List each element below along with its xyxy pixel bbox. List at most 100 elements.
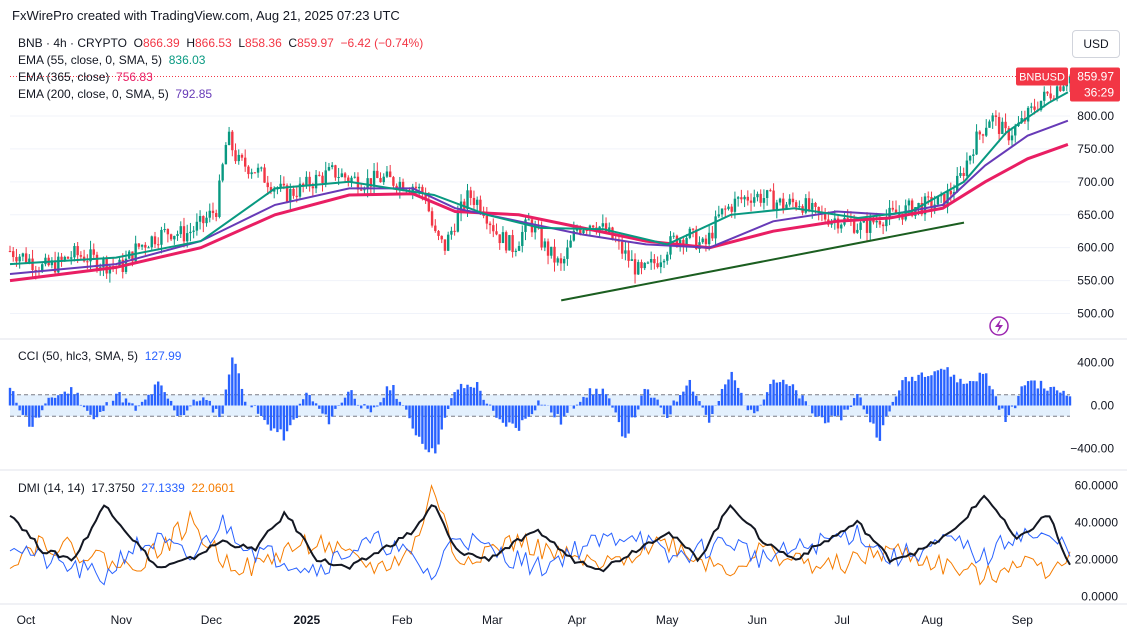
candle-body bbox=[285, 185, 289, 203]
change-value: −6.42 (−0.74%) bbox=[340, 36, 424, 50]
candle-body bbox=[559, 258, 563, 264]
price-tick-label: 800.00 bbox=[1077, 109, 1114, 123]
ema55-line bbox=[9, 91, 1069, 266]
candle-body bbox=[1004, 121, 1007, 129]
candle-body bbox=[678, 239, 682, 247]
candle-body bbox=[975, 131, 978, 155]
candle-body bbox=[962, 172, 965, 176]
candle-body bbox=[704, 238, 708, 245]
candle-body bbox=[282, 183, 286, 186]
cci-tick-label: −400.00 bbox=[1070, 442, 1114, 456]
candle-body bbox=[856, 229, 859, 233]
candle-body bbox=[717, 214, 721, 217]
candle-body bbox=[1039, 100, 1043, 111]
candle-body bbox=[1026, 107, 1030, 122]
candle-body bbox=[102, 258, 105, 268]
candle-body bbox=[862, 220, 865, 223]
minus-di-value: 22.0601 bbox=[191, 481, 235, 495]
candle-body bbox=[759, 193, 762, 203]
candle-body bbox=[923, 196, 927, 215]
candle-body bbox=[910, 200, 914, 216]
candle-body bbox=[643, 262, 646, 269]
candle-body bbox=[343, 173, 347, 178]
candle-body bbox=[488, 223, 492, 226]
candle-body bbox=[769, 190, 772, 192]
dmi-legend: DMI (14, 14) 17.3750 27.1339 22.0601 bbox=[18, 481, 235, 495]
candle-body bbox=[836, 218, 840, 229]
candle-body bbox=[95, 254, 99, 270]
candle-body bbox=[182, 226, 186, 242]
candle-body bbox=[550, 246, 553, 256]
candle-body bbox=[907, 200, 911, 206]
ema200-line bbox=[9, 119, 1069, 275]
candle-body bbox=[740, 197, 743, 200]
candle-body bbox=[340, 173, 344, 177]
candle-body bbox=[105, 258, 108, 274]
ema365-legend: EMA (365, close) 756.83 bbox=[18, 70, 153, 84]
candle-body bbox=[57, 256, 60, 273]
symbol-legend: BNB · 4h · CRYPTO O866.39 H866.53 L858.3… bbox=[18, 36, 424, 50]
candle-body bbox=[601, 223, 605, 227]
candle-body bbox=[859, 222, 862, 230]
candle-body bbox=[720, 208, 724, 215]
candle-body bbox=[134, 243, 137, 262]
candle-body bbox=[936, 196, 940, 205]
candle-body bbox=[76, 246, 79, 256]
price-badge bbox=[1070, 67, 1120, 102]
candle-body bbox=[685, 237, 688, 246]
candle-body bbox=[691, 228, 695, 230]
candle-body bbox=[891, 207, 894, 210]
candle-body bbox=[28, 258, 31, 263]
candle-body bbox=[108, 266, 112, 274]
candle-body bbox=[372, 170, 376, 187]
candle-body bbox=[269, 187, 273, 192]
candle-body bbox=[514, 250, 518, 252]
time-tick-label: Apr bbox=[568, 613, 587, 627]
candle-body bbox=[247, 166, 250, 175]
ema365-value: 756.83 bbox=[116, 70, 153, 84]
candle-body bbox=[653, 259, 656, 264]
candle-body bbox=[659, 262, 663, 268]
candle-body bbox=[765, 190, 769, 199]
candle-body bbox=[392, 177, 395, 186]
candle-body bbox=[166, 229, 170, 235]
time-tick-label: Mar bbox=[482, 613, 503, 627]
candle-body bbox=[833, 218, 837, 221]
adx-value: 17.3750 bbox=[91, 481, 135, 495]
candle-body bbox=[753, 197, 756, 203]
ema365-line bbox=[9, 142, 1069, 283]
candle-body bbox=[714, 216, 717, 239]
candle-body bbox=[321, 175, 324, 184]
candle-body bbox=[582, 230, 585, 234]
candle-body bbox=[475, 199, 479, 205]
candle-body bbox=[569, 240, 572, 248]
candle-body bbox=[295, 195, 298, 197]
candle-body bbox=[479, 199, 482, 212]
time-tick-label: Oct bbox=[17, 613, 36, 627]
candle-body bbox=[334, 165, 337, 178]
dmi-tick-label: 40.0000 bbox=[1075, 515, 1119, 529]
time-tick-label: Nov bbox=[111, 613, 132, 627]
candle-body bbox=[540, 227, 543, 248]
candle-body bbox=[846, 217, 849, 219]
candle-body bbox=[672, 235, 675, 237]
candle-body bbox=[914, 207, 917, 216]
candle-body bbox=[195, 221, 199, 231]
candle-body bbox=[231, 131, 234, 151]
candle-body bbox=[289, 188, 292, 203]
candle-body bbox=[885, 216, 888, 227]
cci-value: 127.99 bbox=[144, 349, 182, 363]
candle-body bbox=[498, 234, 501, 244]
candle-body bbox=[86, 261, 89, 263]
candle-body bbox=[266, 182, 269, 188]
candle-body bbox=[898, 213, 901, 215]
currency-button[interactable]: USD bbox=[1072, 30, 1120, 58]
candle-body bbox=[785, 204, 788, 209]
price-tick-label: 500.00 bbox=[1077, 307, 1114, 321]
cci-tick-label: 0.00 bbox=[1091, 399, 1115, 413]
time-tick-label: Feb bbox=[392, 613, 413, 627]
candle-body bbox=[485, 216, 489, 224]
candle-body bbox=[227, 131, 231, 146]
cci-legend: CCI (50, hlc3, SMA, 5) 127.99 bbox=[18, 349, 182, 363]
